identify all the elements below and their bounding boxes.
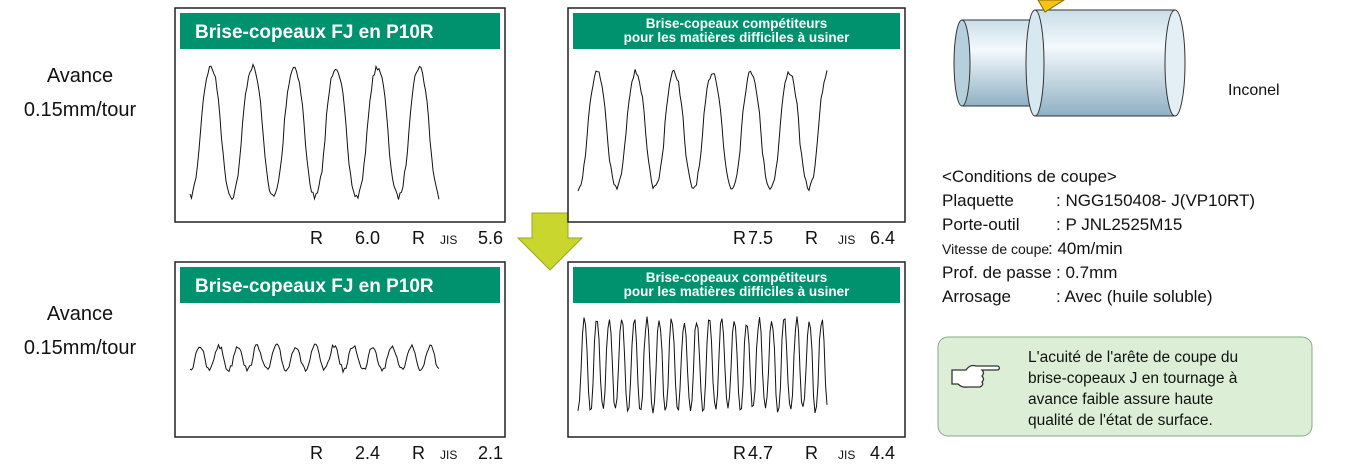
panel-header (180, 267, 500, 303)
roughness-value: R (310, 228, 323, 248)
condition-label: Plaquette (942, 191, 1014, 210)
condition-value: : P JNL2525M15 (1056, 215, 1182, 234)
condition-value: : 40m/min (1048, 239, 1123, 258)
panel-title: pour les matières difficiles à usiner (624, 30, 851, 45)
panel-header (573, 267, 900, 303)
feed-label: 0.15mm/tour (24, 337, 137, 359)
condition-label: Porte-outil (942, 215, 1019, 234)
roughness-value: R (733, 443, 746, 463)
condition-value: : Avec (huile soluble) (1056, 287, 1213, 306)
roughness-value: 6.4 (870, 228, 895, 248)
roughness-value: 2.4 (355, 443, 380, 463)
roughness-profile (189, 343, 440, 374)
roughness-value: JIS (440, 448, 457, 462)
roughness-value: R (310, 443, 323, 463)
note-text: avance faible assure haute (1028, 391, 1213, 408)
roughness-value: R (805, 228, 818, 248)
workpiece-illustration (953, 0, 1186, 117)
panel-title: pour les matières difficiles à usiner (624, 284, 851, 299)
roughness-profile (577, 69, 828, 192)
conditions-title: <Conditions de coupe> (942, 167, 1117, 186)
material-label: Inconel (1228, 82, 1280, 99)
condition-label: Arrosage (942, 287, 1011, 306)
panel-header (573, 13, 900, 49)
roughness-profile (577, 316, 828, 414)
panel-header (180, 13, 500, 49)
condition-value: : 0.7mm (1056, 263, 1117, 282)
note-text: brise-copeaux J en tournage à (1028, 370, 1238, 387)
panel-title: Brise-copeaux compétiteurs (646, 270, 828, 285)
note-text: qualité de l'état de surface. (1028, 412, 1213, 429)
roughness-value: JIS (838, 233, 855, 247)
condition-label: Prof. de passe (942, 263, 1052, 282)
panel-title: Brise-copeaux FJ en P10R (195, 276, 434, 297)
roughness-value: 5.6 (478, 228, 503, 248)
roughness-value: 4.4 (870, 443, 895, 463)
feed-label: Avance (47, 65, 113, 87)
condition-label: Vitesse de coupe (942, 241, 1049, 257)
note-text: L'acuité de l'arête de coupe du (1028, 349, 1238, 366)
pointing-hand-icon (951, 364, 1001, 388)
roughness-value: JIS (440, 233, 457, 247)
roughness-profile (189, 62, 440, 201)
feed-label: 0.15mm/tour (24, 99, 137, 121)
roughness-value: 4.7 (748, 443, 773, 463)
roughness-value: 6.0 (355, 228, 380, 248)
condition-value: : NGG150408- J(VP10RT) (1056, 191, 1255, 210)
roughness-value: R (412, 443, 425, 463)
panel-title: Brise-copeaux FJ en P10R (195, 22, 434, 43)
roughness-value: 7.5 (748, 228, 773, 248)
roughness-value: R (412, 228, 425, 248)
panel-title: Brise-copeaux compétiteurs (646, 16, 828, 31)
roughness-value: R (805, 443, 818, 463)
roughness-value: JIS (838, 448, 855, 462)
roughness-value: R (733, 228, 746, 248)
note-box (937, 336, 1313, 437)
feed-label: Avance (47, 303, 113, 325)
roughness-value: 2.1 (478, 443, 503, 463)
